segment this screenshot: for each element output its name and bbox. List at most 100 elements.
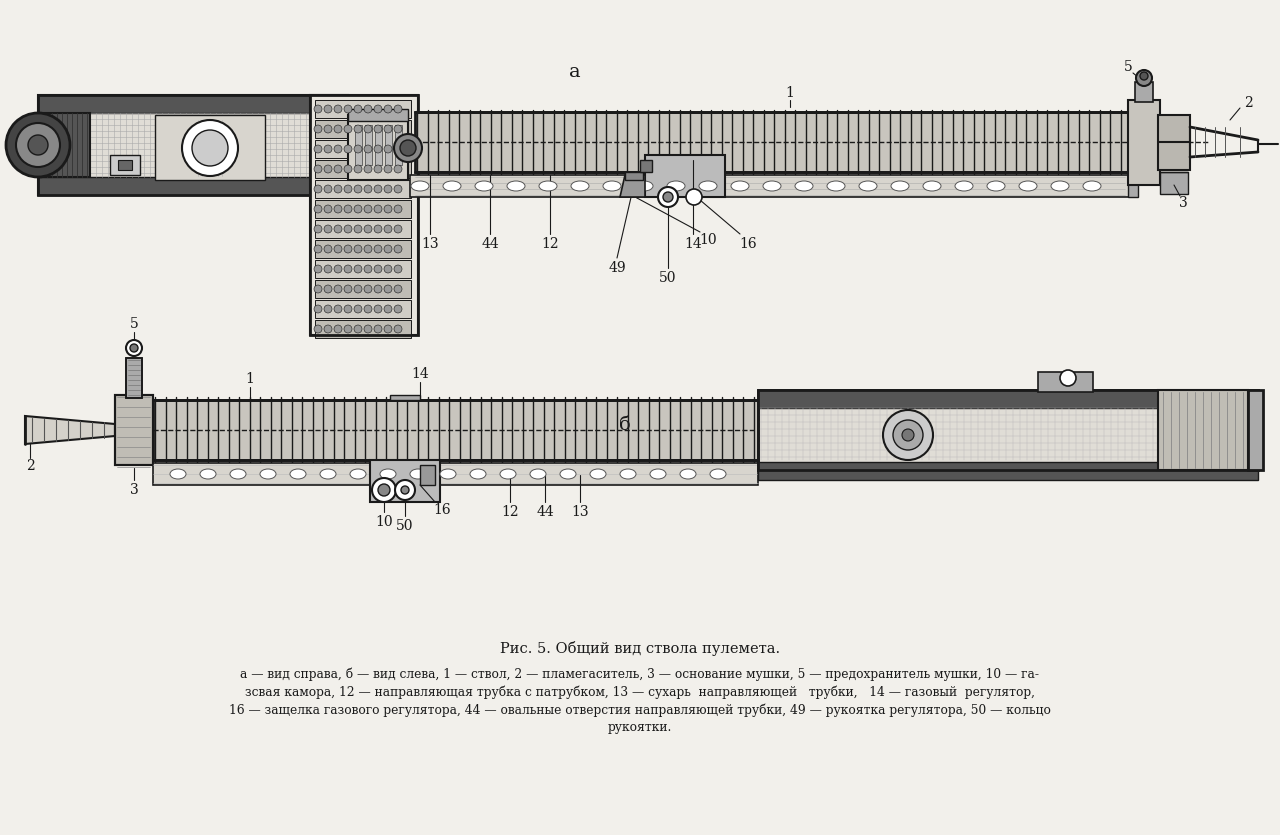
Ellipse shape (260, 469, 276, 479)
Ellipse shape (507, 181, 525, 191)
Circle shape (125, 340, 142, 356)
Circle shape (893, 420, 923, 450)
Circle shape (364, 285, 372, 293)
Bar (315, 320, 411, 338)
Circle shape (334, 285, 342, 293)
Text: 5: 5 (129, 317, 138, 331)
Circle shape (334, 305, 342, 313)
Circle shape (399, 140, 416, 156)
Circle shape (334, 325, 342, 333)
Text: 13: 13 (571, 505, 589, 519)
Text: 44: 44 (481, 237, 499, 251)
Circle shape (355, 145, 362, 153)
Circle shape (384, 305, 392, 313)
Circle shape (314, 105, 323, 113)
Bar (125, 358, 142, 398)
Circle shape (1060, 370, 1076, 386)
Text: 49: 49 (608, 261, 626, 275)
Text: 5: 5 (1124, 60, 1133, 74)
Circle shape (344, 165, 352, 173)
Circle shape (374, 265, 381, 273)
Circle shape (324, 225, 332, 233)
Circle shape (658, 187, 678, 207)
Ellipse shape (470, 469, 486, 479)
Circle shape (344, 205, 352, 213)
Circle shape (344, 285, 352, 293)
Bar (315, 140, 411, 158)
Bar (115, 395, 154, 465)
Circle shape (384, 225, 392, 233)
Circle shape (374, 285, 381, 293)
Text: б: б (620, 416, 631, 434)
Ellipse shape (699, 181, 717, 191)
Circle shape (401, 486, 410, 494)
Circle shape (374, 305, 381, 313)
Circle shape (364, 305, 372, 313)
Ellipse shape (561, 469, 576, 479)
Circle shape (374, 125, 381, 133)
Bar (118, 160, 132, 170)
Circle shape (355, 205, 362, 213)
Circle shape (314, 225, 323, 233)
Circle shape (344, 305, 352, 313)
Bar (315, 160, 411, 178)
Text: 16: 16 (433, 503, 451, 517)
Text: 12: 12 (502, 505, 518, 519)
Ellipse shape (200, 469, 216, 479)
Bar (315, 100, 411, 118)
Circle shape (344, 245, 352, 253)
Circle shape (384, 285, 392, 293)
Circle shape (374, 205, 381, 213)
Polygon shape (390, 395, 420, 400)
Text: 12: 12 (541, 237, 559, 251)
Circle shape (394, 245, 402, 253)
Bar (410, 175, 1130, 197)
Circle shape (324, 185, 332, 193)
Circle shape (384, 145, 392, 153)
Circle shape (334, 205, 342, 213)
Bar (38, 113, 90, 177)
Circle shape (394, 145, 402, 153)
Circle shape (394, 305, 402, 313)
Circle shape (344, 185, 352, 193)
Circle shape (394, 134, 422, 162)
Ellipse shape (530, 469, 547, 479)
Bar (758, 390, 1258, 470)
Circle shape (344, 325, 352, 333)
Circle shape (324, 245, 332, 253)
Circle shape (364, 205, 372, 213)
Bar (315, 260, 411, 278)
Text: 10: 10 (375, 515, 393, 529)
Circle shape (355, 265, 362, 273)
Bar (155, 115, 265, 180)
Bar (1135, 82, 1153, 102)
Bar (315, 300, 411, 318)
Bar (38, 95, 348, 113)
Circle shape (364, 105, 372, 113)
Polygon shape (620, 175, 645, 197)
Bar (125, 358, 142, 398)
Bar (315, 180, 411, 198)
Circle shape (314, 265, 323, 273)
Ellipse shape (440, 469, 456, 479)
Ellipse shape (859, 181, 877, 191)
Circle shape (324, 125, 332, 133)
Text: 1: 1 (246, 372, 255, 386)
Circle shape (374, 165, 381, 173)
Circle shape (355, 125, 362, 133)
Circle shape (314, 285, 323, 293)
Circle shape (355, 185, 362, 193)
Circle shape (324, 205, 332, 213)
Ellipse shape (320, 469, 335, 479)
Circle shape (355, 245, 362, 253)
Text: 3: 3 (129, 483, 138, 497)
Text: 44: 44 (536, 505, 554, 519)
Circle shape (374, 225, 381, 233)
Bar (1128, 100, 1160, 185)
Ellipse shape (443, 181, 461, 191)
Circle shape (394, 325, 402, 333)
Circle shape (374, 105, 381, 113)
Bar (758, 390, 1258, 470)
Circle shape (394, 105, 402, 113)
Circle shape (324, 285, 332, 293)
